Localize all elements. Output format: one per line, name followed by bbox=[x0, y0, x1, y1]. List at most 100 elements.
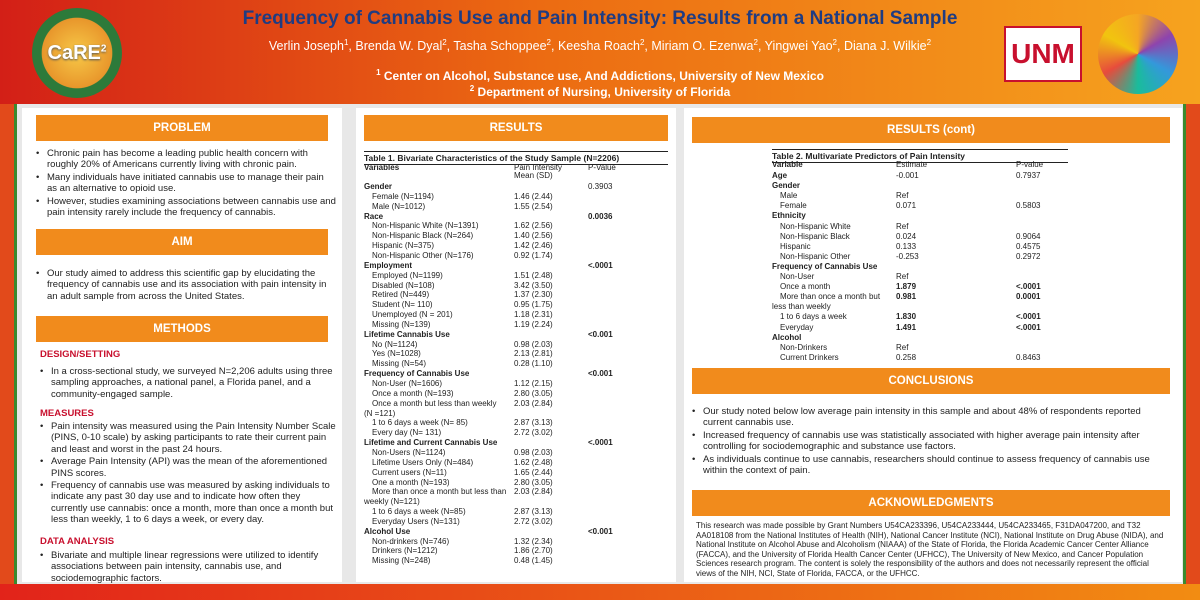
row-mean: 0.95 (1.75) bbox=[514, 300, 553, 310]
row-mean: 1.62 (2.48) bbox=[514, 457, 553, 467]
bullet-item: Increased frequency of cannabis use was … bbox=[692, 430, 1170, 453]
uf-flower-logo bbox=[1098, 14, 1178, 94]
row-label: Missing (N=54) bbox=[372, 359, 427, 369]
middle-column bbox=[356, 108, 676, 582]
row-p-value: 0.4575 bbox=[1016, 241, 1041, 251]
row-label: weekly (N=121) bbox=[364, 497, 420, 507]
table-row: Unemployed (N = 201) 1.18 (2.31) bbox=[364, 310, 668, 320]
row-estimate: Ref bbox=[896, 272, 909, 281]
unm-logo: UNM bbox=[1004, 26, 1082, 82]
row-p-value: <.0001 bbox=[1016, 282, 1041, 292]
bullet-item: Many individuals have initiated cannabis… bbox=[36, 172, 336, 195]
author-list: Verlin Joseph1, Brenda W. Dyal2, Tasha S… bbox=[268, 38, 932, 54]
row-estimate: Ref bbox=[896, 191, 909, 201]
author-affiliation-number: 2 bbox=[442, 38, 447, 47]
row-estimate: 0.071 bbox=[896, 201, 917, 211]
table-row: Lifetime Cannabis Use <0.001 bbox=[364, 330, 668, 340]
row-label: Employed (N=1199) bbox=[372, 270, 443, 280]
table-row: Gender 0.3903 bbox=[364, 182, 668, 192]
table-row: Non-Hispanic Other -0.253 0.2972 bbox=[772, 252, 1068, 262]
bullet-item: However, studies examining associations … bbox=[36, 196, 336, 219]
table-row: Lifetime and Current Cannabis Use <.0001 bbox=[364, 438, 668, 448]
row-label: More than once a month but less than bbox=[372, 487, 507, 497]
row-label: 1 to 6 days a week bbox=[780, 312, 847, 322]
row-label: 1 to 6 days a week (N=85) bbox=[372, 507, 466, 517]
row-mean: 1.65 (2.44) bbox=[514, 467, 553, 477]
row-label: Non-Hispanic White bbox=[780, 221, 851, 231]
table-row: Missing (N=54) 0.28 (1.10) bbox=[364, 359, 668, 369]
row-label: Retired (N=449) bbox=[372, 290, 430, 300]
row-label: Non-Hispanic Other (N=176) bbox=[372, 250, 474, 260]
author-name: Brenda W. Dyal bbox=[355, 39, 443, 54]
conclusions-list: Our study noted below low average pain i… bbox=[692, 406, 1170, 477]
row-label: Frequency of Cannabis Use bbox=[772, 261, 878, 271]
author-name: Tasha Schoppee bbox=[453, 39, 547, 54]
row-mean: 1.12 (2.15) bbox=[514, 379, 553, 388]
bullet-item: Our study noted below low average pain i… bbox=[692, 406, 1170, 429]
row-label: Student (N= 110) bbox=[372, 300, 433, 310]
table-row: Once a month 1.879 <.0001 bbox=[772, 282, 1068, 292]
author-name: Miriam O. Ezenwa bbox=[651, 39, 754, 54]
table-row: Hispanic (N=375) 1.42 (2.46) bbox=[364, 241, 668, 251]
author-affiliation-number: 2 bbox=[832, 38, 837, 47]
results-cont-heading: RESULTS (cont) bbox=[692, 117, 1170, 143]
row-label: Once a month (N=193) bbox=[372, 388, 454, 398]
row-label: Missing (N=248) bbox=[372, 556, 431, 566]
row-mean: 1.37 (2.30) bbox=[514, 290, 553, 300]
bullet-item: Average Pain Intensity (API) was the mea… bbox=[40, 456, 336, 479]
methods-heading: METHODS bbox=[36, 316, 328, 342]
problem-heading: PROBLEM bbox=[36, 115, 328, 141]
row-mean: 0.92 (1.74) bbox=[514, 250, 553, 260]
analysis-list: Bivariate and multiple linear regression… bbox=[40, 550, 336, 585]
row-p-value: <0.001 bbox=[588, 329, 613, 339]
header-banner bbox=[0, 0, 1200, 104]
table-row: Everyday 1.491 <.0001 bbox=[772, 323, 1068, 333]
row-label: Race bbox=[364, 211, 384, 221]
row-label: Ethnicity bbox=[772, 211, 806, 221]
row-label: Hispanic (N=375) bbox=[372, 241, 435, 251]
aim-list: Our study aimed to address this scientif… bbox=[36, 268, 336, 303]
row-label: Alcohol bbox=[772, 332, 802, 342]
table-row: Age -0.001 0.7937 bbox=[772, 171, 1068, 181]
row-label: Missing (N=139) bbox=[372, 319, 431, 329]
row-p-value: 0.8463 bbox=[1016, 352, 1041, 362]
measures-list: Pain intensity was measured using the Pa… bbox=[40, 421, 336, 527]
row-label: Gender bbox=[364, 182, 393, 191]
row-label: Drinkers (N=1212) bbox=[372, 546, 438, 556]
measures-subheading: MEASURES bbox=[40, 408, 94, 419]
table-row: Retired (N=449) 1.37 (2.30) bbox=[364, 290, 668, 300]
table-row: Female 0.071 0.5803 bbox=[772, 201, 1068, 211]
design-subheading: DESIGN/SETTING bbox=[40, 349, 121, 360]
row-p-value: 0.7937 bbox=[1016, 171, 1041, 180]
table2-caption: Table 2. Multivariate Predictors of Pain… bbox=[772, 149, 1068, 163]
aim-heading: AIM bbox=[36, 229, 328, 255]
row-p-value: <0.001 bbox=[588, 369, 613, 379]
table-row: Non-Hispanic Other (N=176) 0.92 (1.74) bbox=[364, 251, 668, 261]
row-label: Gender bbox=[772, 181, 801, 191]
table-row: Disabled (N=108) 3.42 (3.50) bbox=[364, 281, 668, 291]
design-list: In a cross-sectional study, we surveyed … bbox=[40, 366, 336, 401]
row-p-value: <.0001 bbox=[588, 438, 613, 448]
table-row: More than once a month but 0.981 0.0001 bbox=[772, 292, 1068, 302]
left-border bbox=[0, 104, 14, 584]
row-label: Every day (N= 131) bbox=[372, 428, 442, 438]
table-row: Student (N= 110) 0.95 (1.75) bbox=[364, 300, 668, 310]
table-row: Once a month but less than weekly 2.03 (2… bbox=[364, 399, 668, 409]
bullet-item: Chronic pain has become a leading public… bbox=[36, 148, 336, 171]
row-mean: 1.32 (2.34) bbox=[514, 536, 553, 546]
row-label: Once a month bbox=[780, 282, 831, 292]
table-row: 1 to 6 days a week (N=85) 2.87 (3.13) bbox=[364, 507, 668, 517]
row-label: Non-drinkers (N=746) bbox=[372, 536, 450, 546]
bullet-item: Pain intensity was measured using the Pa… bbox=[40, 421, 336, 455]
table-row: Every day (N= 131) 2.72 (3.02) bbox=[364, 428, 668, 438]
row-mean: 2.72 (3.02) bbox=[514, 428, 553, 438]
bullet-item: Bivariate and multiple linear regression… bbox=[40, 550, 336, 584]
author-name: Diana J. Wilkie bbox=[843, 39, 927, 54]
row-mean: 1.19 (2.24) bbox=[514, 319, 553, 329]
row-mean: 1.51 (2.48) bbox=[514, 270, 553, 280]
row-estimate: Ref bbox=[896, 342, 909, 352]
table-row: Male Ref bbox=[772, 191, 1068, 201]
row-label: Non-User (N=1606) bbox=[372, 379, 443, 388]
bullet-item: In a cross-sectional study, we surveyed … bbox=[40, 366, 336, 400]
row-p-value: 0.9064 bbox=[1016, 231, 1041, 241]
